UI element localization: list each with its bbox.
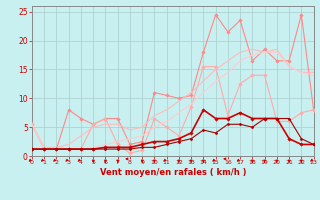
X-axis label: Vent moyen/en rafales ( km/h ): Vent moyen/en rafales ( km/h ) <box>100 168 246 177</box>
